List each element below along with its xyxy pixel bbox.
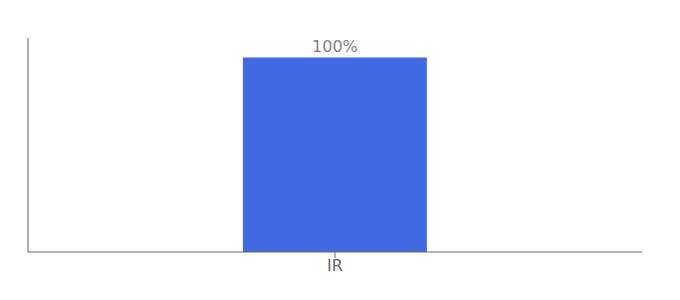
svg-text:IR: IR (327, 256, 343, 275)
svg-text:100%: 100% (312, 37, 358, 56)
